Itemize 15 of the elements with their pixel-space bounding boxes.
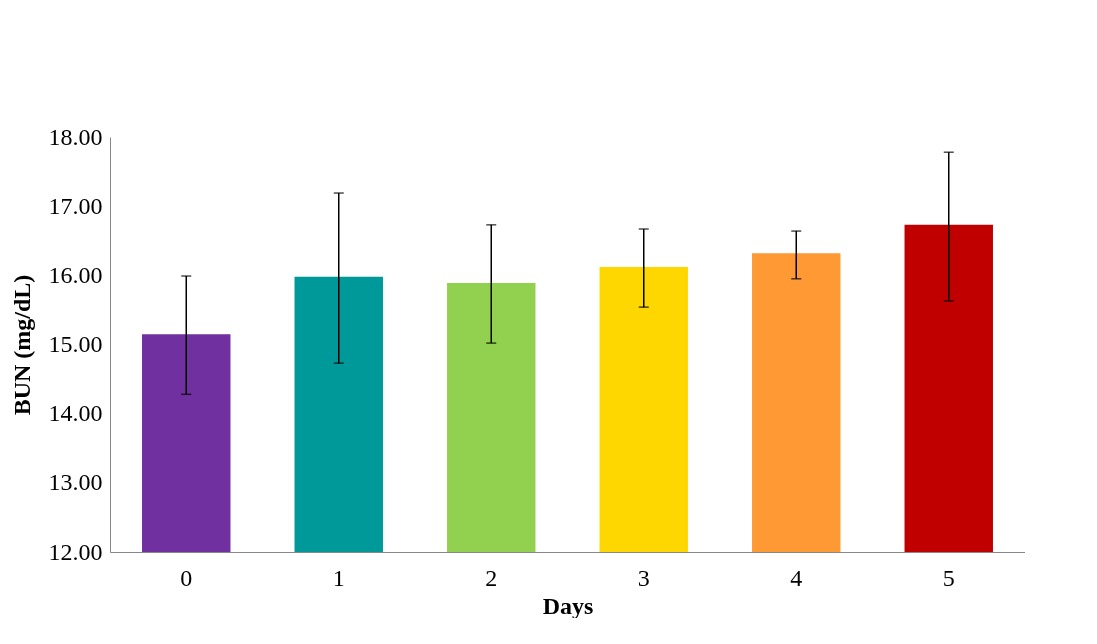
x-tick-label: 5 — [942, 564, 955, 591]
y-tick-label: 12.00 — [48, 538, 103, 565]
x-tick-label: 3 — [637, 564, 650, 591]
y-tick-label: 15.00 — [48, 331, 103, 357]
x-tick-label: 0 — [180, 564, 193, 591]
y-tick-label: 13.00 — [48, 469, 103, 496]
x-tick-label: 4 — [790, 564, 803, 591]
y-axis-title: BUN (mg/dL) — [8, 274, 35, 416]
x-tick-label: 1 — [332, 564, 345, 591]
x-tick-label: 2 — [485, 564, 498, 591]
y-tick-label: 18.00 — [48, 123, 103, 150]
y-tick-label: 17.00 — [48, 192, 103, 219]
y-tick-label: 14.00 — [48, 400, 103, 427]
y-tick-label: 16.00 — [48, 261, 103, 288]
x-axis-title: Days — [542, 592, 594, 619]
